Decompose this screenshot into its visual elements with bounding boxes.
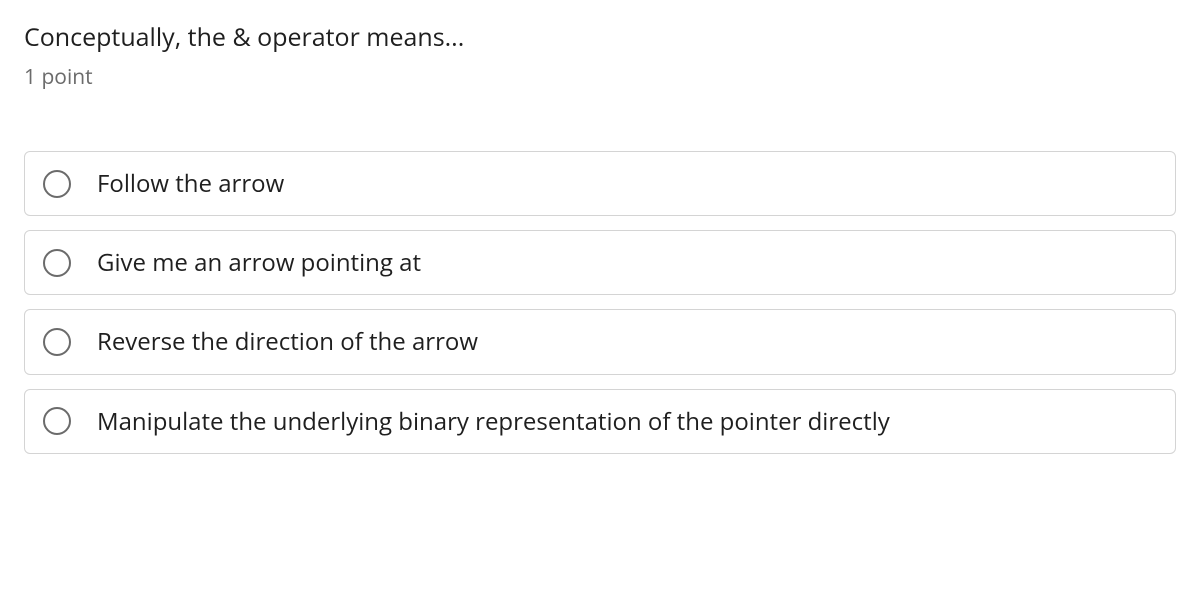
option-label: Reverse the direction of the arrow [97, 326, 478, 357]
option-label: Follow the arrow [97, 168, 284, 199]
option-row[interactable]: Reverse the direction of the arrow [24, 309, 1176, 374]
option-row[interactable]: Give me an arrow pointing at [24, 230, 1176, 295]
question-block: Conceptually, the & operator means... 1 … [24, 20, 1176, 91]
radio-icon[interactable] [43, 407, 71, 435]
option-row[interactable]: Follow the arrow [24, 151, 1176, 216]
radio-icon[interactable] [43, 328, 71, 356]
points-label: 1 point [24, 63, 1176, 91]
option-label: Manipulate the underlying binary represe… [97, 406, 890, 437]
radio-icon[interactable] [43, 249, 71, 277]
question-text: Conceptually, the & operator means... [24, 20, 1176, 55]
radio-icon[interactable] [43, 170, 71, 198]
option-label: Give me an arrow pointing at [97, 247, 421, 278]
option-row[interactable]: Manipulate the underlying binary represe… [24, 389, 1176, 454]
options-list: Follow the arrow Give me an arrow pointi… [24, 151, 1176, 454]
